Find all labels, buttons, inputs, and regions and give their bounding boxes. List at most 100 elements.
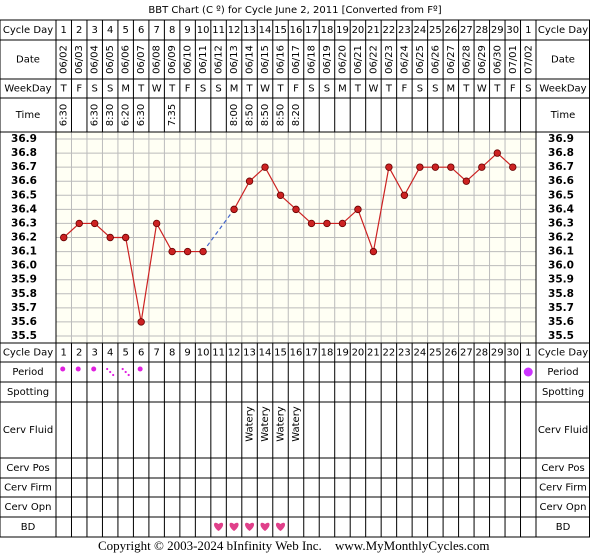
date: 06/16 [276, 45, 287, 74]
y-tick-label: 35.8 [11, 288, 37, 300]
cerv-fluid: Watery [276, 406, 287, 442]
row-label: Cerv Opn [5, 502, 52, 513]
cycle-day: 27 [460, 25, 473, 36]
weekday: M [230, 84, 239, 95]
time: 8:20 [291, 104, 302, 126]
cycle-day-bottom: 21 [367, 348, 380, 359]
gap-connector [202, 209, 235, 252]
cycle-day-bottom: 23 [398, 348, 411, 359]
y-tick-label-right: 36.5 [548, 189, 574, 201]
time: 6:20 [121, 104, 132, 126]
bd-heart [229, 522, 239, 531]
y-tick-label-right: 36.4 [548, 203, 574, 215]
period-spot [109, 370, 112, 374]
temp-point [276, 191, 285, 199]
date: 06/24 [399, 45, 410, 74]
y-tick-label: 35.7 [11, 302, 37, 314]
weekday: S [200, 84, 206, 95]
time: 7:35 [167, 104, 178, 126]
row-label-right: Cerv Fluid [538, 425, 588, 436]
cycle-day: 30 [506, 25, 519, 36]
cycle-day-bottom: 26 [444, 348, 457, 359]
time: 8:50 [276, 104, 287, 126]
date: 06/21 [353, 45, 364, 74]
cycle-day-bottom: 11 [212, 348, 225, 359]
weekday: F [185, 84, 191, 95]
row-label: Cerv Firm [4, 483, 52, 494]
temp-point [369, 247, 378, 256]
bd-heart [214, 522, 224, 531]
temp-point [307, 219, 316, 228]
cycle-day: 5 [122, 25, 128, 36]
period-spot [121, 367, 124, 371]
date: 06/13 [229, 45, 240, 74]
date: 06/02 [59, 45, 70, 74]
time: 8:50 [245, 104, 256, 126]
cycle-day: 6 [138, 25, 144, 36]
y-tick-label-right: 35.5 [548, 330, 574, 342]
date: 06/14 [245, 45, 256, 74]
y-tick-label-right: 36.0 [548, 260, 574, 272]
date: 06/23 [384, 45, 395, 74]
date: 07/02 [523, 45, 534, 74]
y-tick-label: 36.7 [11, 161, 37, 173]
row-label-right: Cycle Day [538, 25, 588, 36]
cycle-day: 1 [61, 25, 67, 36]
cycle-day: 10 [197, 25, 210, 36]
date: 06/19 [322, 45, 333, 74]
y-tick-label-right: 36.9 [548, 133, 574, 145]
weekday: M [121, 84, 130, 95]
cycle-day-bottom: 29 [491, 348, 504, 359]
temp-point [292, 205, 300, 214]
y-tick-label: 36.6 [11, 175, 37, 187]
date: 06/18 [306, 45, 317, 74]
period-dot [91, 366, 97, 372]
weekday: S [432, 84, 438, 95]
y-tick-label: 36.3 [11, 217, 37, 229]
temp-point [431, 163, 440, 171]
date: 06/05 [105, 45, 116, 74]
cycle-day: 7 [153, 25, 159, 36]
temp-point [478, 163, 486, 171]
temp-point [137, 318, 145, 326]
y-tick-label-right: 35.7 [548, 302, 574, 314]
period-spot [127, 373, 130, 377]
date: 06/15 [260, 45, 271, 74]
y-tick-label: 36.9 [11, 133, 37, 145]
website: www.MyMonthlyCycles.com [335, 538, 489, 553]
weekday: S [417, 84, 423, 95]
row-label-right: Cerv Firm [539, 483, 587, 494]
cycle-day-bottom: 14 [259, 348, 272, 359]
bd-heart [245, 522, 255, 531]
cycle-day: 1 [525, 25, 531, 36]
date: 06/11 [198, 45, 209, 74]
y-tick-label-right: 36.6 [548, 175, 574, 187]
y-tick-label-right: 36.3 [548, 217, 574, 229]
cycle-day-bottom: 22 [383, 348, 396, 359]
weekday: F [293, 84, 299, 95]
date: 06/17 [291, 45, 302, 74]
date: 06/12 [214, 45, 225, 74]
weekday: T [137, 84, 145, 95]
row-label-right: Cerv Opn [540, 502, 587, 513]
cycle-day-bottom: 9 [184, 348, 190, 359]
weekday: T [462, 84, 470, 95]
row-label: Spotting [7, 387, 49, 398]
cycle-day-bottom: 1 [525, 348, 531, 359]
cycle-day-bottom: 4 [107, 348, 113, 359]
temp-point [493, 149, 501, 157]
row-label-right: BD [556, 522, 571, 533]
bd-heart [260, 522, 270, 531]
row-label: BD [21, 522, 36, 533]
row-label: Date [16, 55, 40, 66]
cycle-day-bottom: 18 [321, 348, 334, 359]
cycle-day-bottom: 1 [61, 348, 67, 359]
y-tick-label: 35.9 [11, 274, 37, 286]
weekday: S [324, 84, 330, 95]
cycle-day: 11 [212, 25, 225, 36]
cycle-day-bottom: 19 [336, 348, 349, 359]
period-dot [523, 367, 533, 377]
date: 06/29 [477, 45, 488, 74]
chart-title: BBT Chart (C º) for Cycle June 2, 2011 [… [148, 5, 441, 16]
cycle-day: 29 [491, 25, 504, 36]
